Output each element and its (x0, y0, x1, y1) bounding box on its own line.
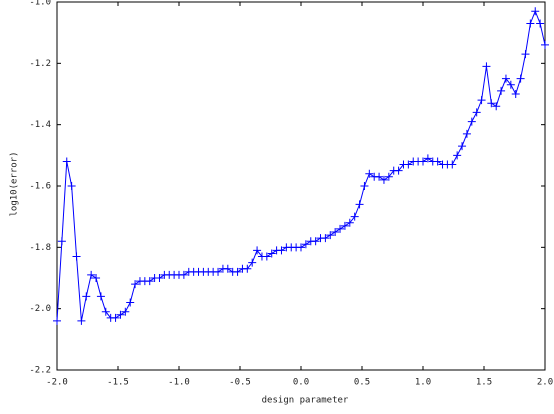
marker (365, 169, 374, 178)
marker (214, 267, 223, 276)
marker (531, 7, 540, 16)
marker (419, 157, 427, 166)
x-tick-label: 0.0 (293, 378, 309, 388)
marker (77, 316, 86, 325)
marker (492, 102, 501, 111)
marker (336, 224, 345, 233)
marker (126, 298, 135, 307)
x-axis-label: design parameter (262, 396, 349, 406)
x-tick-label: 2.0 (537, 378, 553, 388)
marker (243, 264, 252, 273)
y-tick-label: -1.6 (29, 182, 51, 192)
marker (536, 19, 545, 28)
marker (223, 264, 232, 273)
marker (101, 307, 110, 316)
marker (82, 292, 91, 301)
marker (497, 86, 506, 95)
marker (448, 160, 457, 169)
marker (526, 19, 535, 28)
marker (311, 237, 320, 246)
marker (477, 96, 486, 105)
marker (453, 151, 462, 160)
marker (53, 316, 61, 325)
marker (116, 310, 125, 319)
marker (262, 252, 271, 261)
marker (511, 90, 520, 98)
marker (62, 157, 71, 166)
y-tick-label: -1.4 (29, 120, 51, 130)
marker (375, 172, 384, 181)
x-tick-label: -1.5 (107, 378, 129, 388)
marker (253, 246, 262, 255)
plot-frame (56, 1, 546, 371)
marker (155, 274, 164, 282)
x-tick-label: 1.5 (476, 378, 492, 388)
marker (501, 74, 510, 83)
marker (467, 117, 476, 126)
x-tick-label: 0.5 (354, 378, 370, 388)
y-tick-label: -2.0 (29, 304, 51, 314)
marker (277, 246, 286, 255)
marker (423, 154, 432, 163)
y-tick-label: -1.2 (29, 59, 51, 69)
marker (384, 172, 393, 181)
marker (145, 277, 154, 286)
marker (360, 182, 369, 190)
marker (345, 218, 354, 227)
y-axis-label: log10(error) (10, 151, 20, 216)
marker (87, 270, 96, 279)
marker (472, 108, 481, 117)
x-tick-label: 1.0 (415, 378, 431, 388)
marker (111, 313, 120, 322)
marker (248, 258, 257, 267)
marker (179, 270, 188, 279)
marker (96, 292, 105, 301)
marker (487, 99, 496, 108)
marker (267, 249, 276, 258)
x-tick-label: -1.0 (168, 378, 190, 388)
marker (404, 160, 413, 169)
marker (458, 142, 467, 151)
x-tick-label: -0.5 (229, 378, 251, 388)
marker (506, 80, 515, 89)
marker (462, 129, 471, 138)
marker (379, 175, 388, 184)
marker (394, 166, 403, 175)
marker (57, 237, 66, 246)
x-tick-label: -2.0 (46, 378, 68, 388)
y-tick-label: -1.8 (29, 243, 51, 253)
marker (521, 50, 530, 59)
marker (297, 243, 305, 252)
marker (233, 267, 242, 276)
marker (326, 231, 335, 240)
marker (92, 274, 101, 282)
y-tick-label: -2.2 (29, 366, 51, 376)
marker (72, 252, 81, 261)
marker (331, 228, 340, 236)
marker (355, 200, 364, 209)
marker (433, 157, 442, 166)
marker (541, 40, 549, 49)
marker (516, 74, 525, 83)
marker (321, 234, 330, 243)
marker (350, 212, 359, 221)
marker (67, 182, 76, 190)
marker (131, 280, 140, 289)
y-tick-label: -1.0 (29, 0, 51, 8)
marker (340, 221, 349, 230)
marker (482, 62, 491, 71)
marker (121, 307, 130, 316)
marker (301, 240, 310, 249)
data-line (56, 9, 546, 322)
